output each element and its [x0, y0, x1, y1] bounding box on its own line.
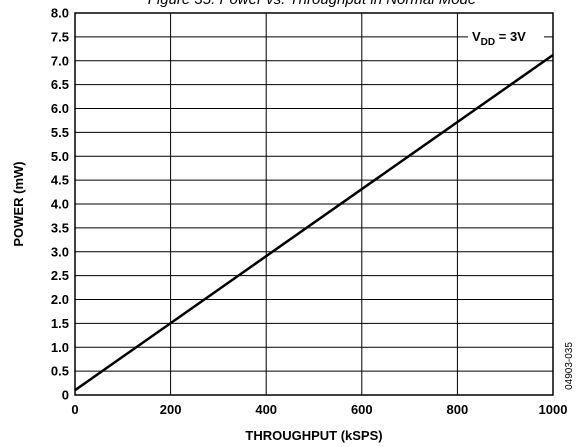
y-tick-label: 3.0: [51, 244, 69, 259]
annotation-main: V: [472, 29, 481, 44]
y-tick-label: 3.5: [51, 220, 69, 235]
y-tick-label: 2.0: [51, 292, 69, 307]
y-axis-title: POWER (mW): [11, 161, 26, 246]
x-tick-label: 800: [447, 402, 469, 417]
y-tick-label: 7.5: [51, 29, 69, 44]
power-series-line: [74, 53, 554, 392]
y-tick-label: 8.0: [51, 6, 69, 21]
y-tick-label: 7.0: [51, 53, 69, 68]
figure-id: 04903-035: [564, 342, 575, 390]
annotation-background: [468, 26, 544, 46]
annotation-subscript: DD: [481, 37, 495, 48]
y-tick-label: 4.5: [51, 173, 69, 188]
x-tick-label: 1000: [539, 402, 568, 417]
y-tick-label: 5.5: [51, 125, 69, 140]
y-tick-label: 4.0: [51, 197, 69, 212]
y-tick-label: 0: [62, 388, 69, 403]
x-axis-title: THROUGHPUT (kSPS): [245, 428, 382, 443]
annotation-label: VDD = 3V: [472, 29, 526, 48]
plot-frame: [74, 12, 554, 396]
figure-caption: Figure 35. Power vs. Throughput in Norma…: [148, 0, 476, 8]
y-tick-label: 1.5: [51, 316, 69, 331]
x-tick-label: 0: [71, 402, 78, 417]
annotation-suffix: = 3V: [495, 29, 526, 44]
y-tick-label: 1.0: [51, 340, 69, 355]
y-tick-label: 0.5: [51, 364, 69, 379]
x-tick-label: 200: [160, 402, 182, 417]
grid: [74, 12, 554, 396]
y-tick-label: 5.0: [51, 149, 69, 164]
y-tick-labels: 0 0.5 1.0 1.5 2.0 2.5 3.0 3.5 4.0 4.5 5.0 5.5 6.0 6.5…: [51, 6, 69, 403]
series-layer: [74, 53, 554, 392]
x-tick-label: 400: [255, 402, 277, 417]
y-tick-label: 2.5: [51, 268, 69, 283]
supply-voltage-annotation: VDD = 3V: [468, 26, 544, 48]
y-tick-label: 6.0: [51, 101, 69, 116]
x-tick-label: 600: [351, 402, 373, 417]
y-tick-label: 6.5: [51, 77, 69, 92]
x-tick-labels: 0 200 400 600 800 1000: [71, 402, 567, 417]
